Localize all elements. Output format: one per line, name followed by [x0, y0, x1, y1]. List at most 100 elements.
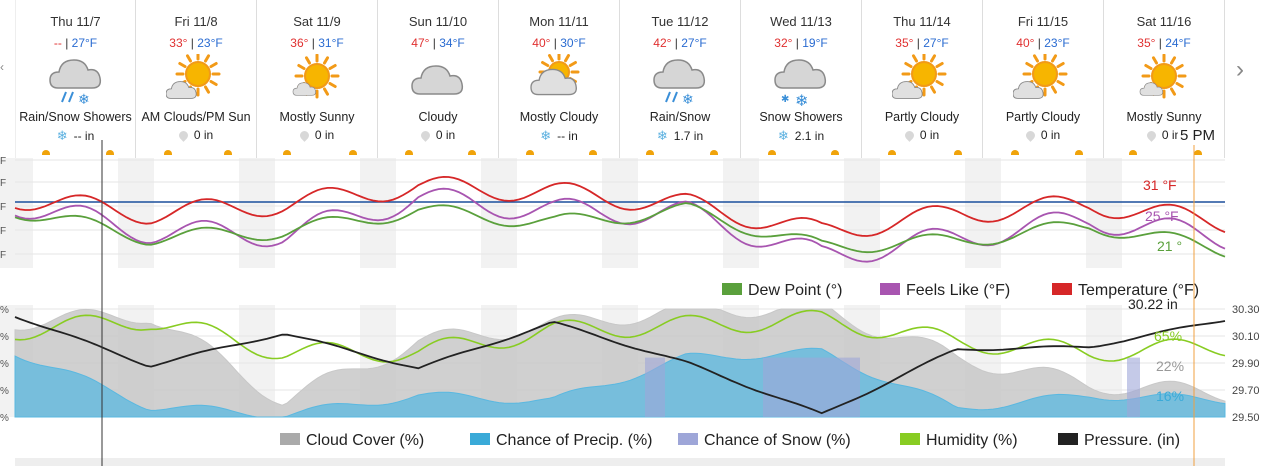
series-line-dew: [14, 202, 1226, 258]
day-temps: 40° | 23°F: [983, 36, 1103, 50]
night-band-temp: [239, 158, 275, 268]
precip-amount: 0 in: [378, 128, 498, 142]
legend-label: Temperature (°F): [1078, 282, 1199, 299]
day-date: Mon 11/11: [529, 14, 589, 29]
sunset-icon: [106, 150, 114, 155]
next-arrow-icon[interactable]: ›: [1236, 56, 1244, 83]
sunrise-sunset-markers: [1104, 147, 1224, 157]
legend-label: Cloud Cover (%): [306, 432, 424, 449]
condition-text: Partly Cloudy: [884, 110, 960, 124]
raindrop-icon: [176, 129, 190, 142]
snow-chance-area: [1127, 357, 1140, 417]
svg-text:✱: ✱: [781, 94, 789, 105]
mostly-cloudy-icon: [529, 51, 589, 108]
night-band-precip: [0, 305, 33, 417]
day-temps: 40° | 30°F: [499, 36, 619, 50]
precip-value: 0 in: [1161, 128, 1182, 142]
high-temp: 35°: [895, 36, 914, 50]
low-temp: 23°F: [1044, 36, 1070, 50]
day-4[interactable]: Mon 11/11 40° | 30°F Mostly Cloudy ❄ -- i…: [499, 0, 620, 158]
precip-value: -- in: [557, 129, 578, 143]
raindrop-icon: [1023, 129, 1037, 142]
footer-strip: [15, 458, 1225, 466]
legend-label: Chance of Snow (%): [704, 432, 851, 449]
day-6[interactable]: Wed 11/13 32° | 19°F ✱ ❄ Snow Showers ❄ 2.…: [741, 0, 862, 158]
low-temp: 30°F: [560, 36, 586, 50]
day-date: Wed 11/13: [770, 14, 832, 29]
day-temps: 32° | 19°F: [741, 36, 861, 50]
low-temp: 31°F: [318, 36, 344, 50]
left-axis-tick: %: [0, 359, 9, 370]
day-date: Fri 11/8: [174, 14, 218, 29]
readout-feels_like: 25 °F: [1145, 208, 1179, 224]
day-1[interactable]: Fri 11/8 33° | 23°F AM Clouds/PM Sun 0 i…: [136, 0, 257, 158]
precip-amount: ❄ 2.1 in: [741, 128, 861, 144]
precip-amount: 0 in: [862, 128, 982, 142]
day-5[interactable]: Tue 11/12 42° | 27°F ❄ Rain/Snow ❄ 1.7 in: [620, 0, 741, 158]
left-axis-tick: %: [0, 386, 9, 397]
low-temp: 27°F: [681, 36, 707, 50]
sunrise-icon: [283, 150, 291, 155]
readout-dew_point: 21 °: [1157, 238, 1182, 254]
precip-value: -- in: [73, 129, 95, 143]
left-scroll-icon[interactable]: ‹: [0, 60, 4, 74]
legend-swatch: [280, 433, 300, 445]
day-date: Fri 11/15: [1017, 14, 1069, 29]
partly-sunny-icon: [165, 51, 226, 108]
daily-forecast-strip: Thu 11/7 -- | 27°F ❄ Rain/Snow Showers ❄…: [15, 0, 1225, 158]
sunrise-sunset-markers: [499, 147, 619, 157]
high-temp: 40°: [532, 36, 551, 50]
raindrop-icon: [902, 129, 916, 142]
low-temp: 23°F: [197, 36, 223, 50]
cloud-cover-area: [14, 308, 1226, 418]
condition-text: Snow Showers: [759, 110, 843, 124]
legend-swatch: [678, 433, 698, 445]
day-9[interactable]: Sat 11/16 35° | 24°F Mostly Sunny 0 in: [1104, 0, 1225, 158]
day-2[interactable]: Sat 11/9 36° | 31°F Mostly Sunny 0 in: [257, 0, 378, 158]
precip-value: 0 in: [314, 128, 335, 142]
condition-text: Partly Cloudy: [1005, 110, 1081, 124]
precip-amount: ❄ -- in: [16, 128, 135, 144]
condition-text: Mostly Sunny: [279, 110, 355, 124]
sunset-icon: [468, 150, 476, 155]
svg-text:❄: ❄: [682, 91, 694, 107]
sunrise-icon: [888, 150, 896, 155]
snowflake-icon: ❄: [540, 128, 552, 143]
day-8[interactable]: Fri 11/15 40° | 23°F Partly Cloudy 0 in: [983, 0, 1104, 158]
sunrise-sunset-markers: [620, 147, 740, 157]
sunrise-sunset-markers: [741, 147, 861, 157]
legend-swatch: [470, 433, 490, 445]
partly-cloudy-icon: [891, 51, 952, 108]
condition-text: AM Clouds/PM Sun: [141, 110, 251, 124]
legend-swatch: [1058, 433, 1078, 445]
raindrop-icon: [297, 129, 311, 142]
precip-value: 0 in: [1040, 128, 1061, 142]
day-7[interactable]: Thu 11/14 35° | 27°F Partly Cloudy 0 in: [862, 0, 983, 158]
condition-text: Rain/Snow Showers: [19, 110, 132, 124]
high-temp: 47°: [411, 36, 430, 50]
series-line-feels: [14, 187, 1226, 263]
sunrise-sunset-markers: [16, 147, 135, 157]
night-band-precip: [844, 305, 880, 417]
right-axis-tick: 30.30: [1232, 304, 1260, 316]
legend-swatch: [722, 283, 742, 295]
temp-separator: |: [674, 36, 678, 50]
night-band-temp: [965, 158, 1001, 268]
condition-text: Mostly Sunny: [1126, 110, 1202, 124]
precip-value: 1.7 in: [673, 129, 704, 143]
legend-swatch: [880, 283, 900, 295]
temp-axis-unit: F: [0, 250, 6, 261]
low-temp: 24°F: [1165, 36, 1191, 50]
sunrise-sunset-markers: [378, 147, 498, 157]
temp-separator: |: [916, 36, 920, 50]
precip-value: 0 in: [435, 128, 456, 142]
legend-label: Humidity (%): [926, 432, 1018, 449]
high-temp: 36°: [290, 36, 309, 50]
day-3[interactable]: Sun 11/10 47° | 34°F Cloudy 0 in: [378, 0, 499, 158]
day-0[interactable]: Thu 11/7 -- | 27°F ❄ Rain/Snow Showers ❄…: [15, 0, 136, 158]
precip-value: 0 in: [919, 128, 940, 142]
legend-label: Feels Like (°F): [906, 282, 1010, 299]
temp-separator: |: [1037, 36, 1041, 50]
night-band-temp: [118, 158, 154, 268]
snow-chance-area: [645, 357, 665, 417]
